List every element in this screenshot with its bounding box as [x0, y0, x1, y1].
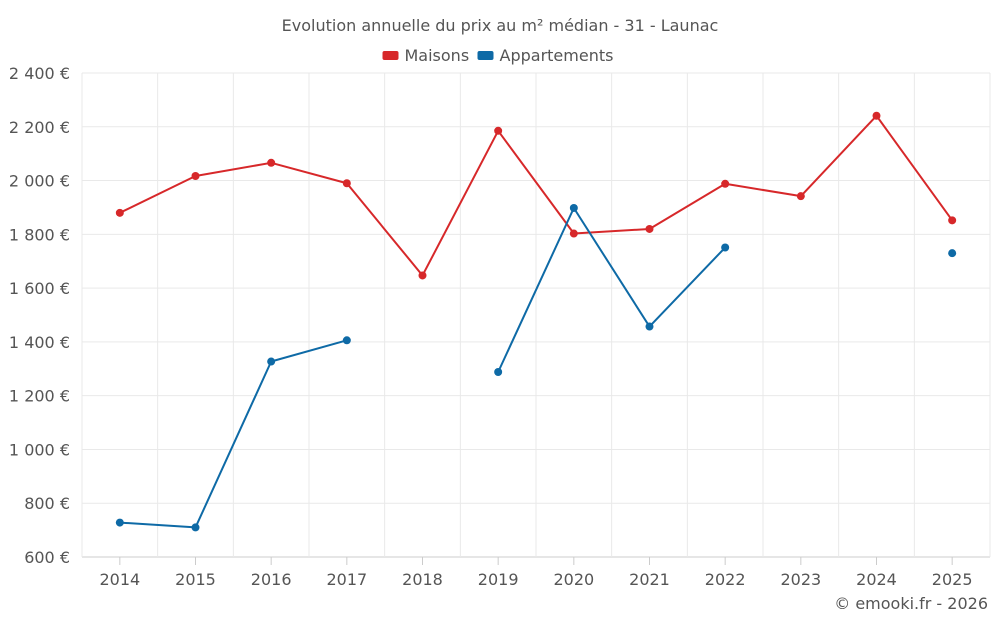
x-tick-label: 2020 [553, 570, 594, 589]
data-point-appartements-2015 [191, 523, 200, 532]
y-tick-label: 2 200 € [9, 118, 70, 137]
data-point-maisons-2023 [796, 192, 805, 201]
y-tick-label: 800 € [24, 494, 70, 513]
y-tick-label: 600 € [24, 548, 70, 567]
data-point-maisons-2024 [872, 111, 881, 120]
data-point-maisons-2016 [267, 158, 276, 167]
x-tick-label: 2018 [402, 570, 443, 589]
y-tick-label: 1 200 € [9, 387, 70, 406]
y-axis: 600 € 800 € 1 000 € 1 200 € 1 400 € 1 600 € 1 … [9, 64, 70, 567]
data-point-maisons-2022 [721, 179, 730, 188]
data-point-maisons-2025 [948, 216, 957, 225]
y-tick-label: 1 800 € [9, 225, 70, 244]
chart-title: Evolution annuelle du prix au m² médian … [282, 16, 719, 35]
x-tick-label: 2016 [251, 570, 292, 589]
x-tick-label: 2024 [856, 570, 897, 589]
data-point-appartements-2020 [569, 203, 578, 212]
legend-swatch-maisons [382, 51, 399, 60]
x-tick-label: 2014 [99, 570, 140, 589]
data-point-maisons-2021 [645, 224, 654, 233]
legend-swatch-appartements [477, 51, 494, 60]
data-point-appartements-2014 [115, 518, 124, 527]
credit-text: © emooki.fr - 2026 [834, 594, 988, 613]
data-point-appartements-2025 [948, 249, 957, 258]
x-tick-label: 2023 [780, 570, 821, 589]
data-point-maisons-2019 [494, 126, 503, 135]
x-tick-label: 2025 [932, 570, 973, 589]
data-point-appartements-2021 [645, 322, 654, 331]
y-tick-label: 1 600 € [9, 279, 70, 298]
data-point-appartements-2016 [267, 357, 276, 366]
data-point-maisons-2015 [191, 171, 200, 180]
x-tick-label: 2017 [326, 570, 367, 589]
data-point-maisons-2020 [569, 229, 578, 238]
y-tick-label: 2 000 € [9, 172, 70, 191]
x-tick-label: 2022 [705, 570, 746, 589]
data-point-maisons-2018 [418, 271, 427, 280]
data-point-maisons-2017 [342, 179, 351, 188]
series-group [115, 111, 957, 532]
y-tick-label: 2 400 € [9, 64, 70, 83]
series-line-appartements [119, 339, 348, 529]
data-point-appartements-2022 [721, 243, 730, 252]
legend: Maisons Appartements [382, 46, 614, 65]
data-point-appartements-2019 [494, 368, 503, 377]
data-point-appartements-2017 [342, 336, 351, 345]
series-line-maisons [119, 114, 953, 277]
x-tick-label: 2021 [629, 570, 670, 589]
x-tick-label: 2015 [175, 570, 216, 589]
y-tick-label: 1 000 € [9, 440, 70, 459]
x-axis: 2014 2015 2016 2017 2018 2019 2020 2021 2022 2023… [99, 557, 973, 589]
grid [81, 72, 991, 558]
series-line-appartements [497, 206, 726, 373]
legend-label-appartements: Appartements [500, 46, 614, 65]
legend-label-maisons: Maisons [405, 46, 470, 65]
data-point-maisons-2014 [115, 208, 124, 217]
y-tick-label: 1 400 € [9, 333, 70, 352]
x-tick-label: 2019 [478, 570, 519, 589]
